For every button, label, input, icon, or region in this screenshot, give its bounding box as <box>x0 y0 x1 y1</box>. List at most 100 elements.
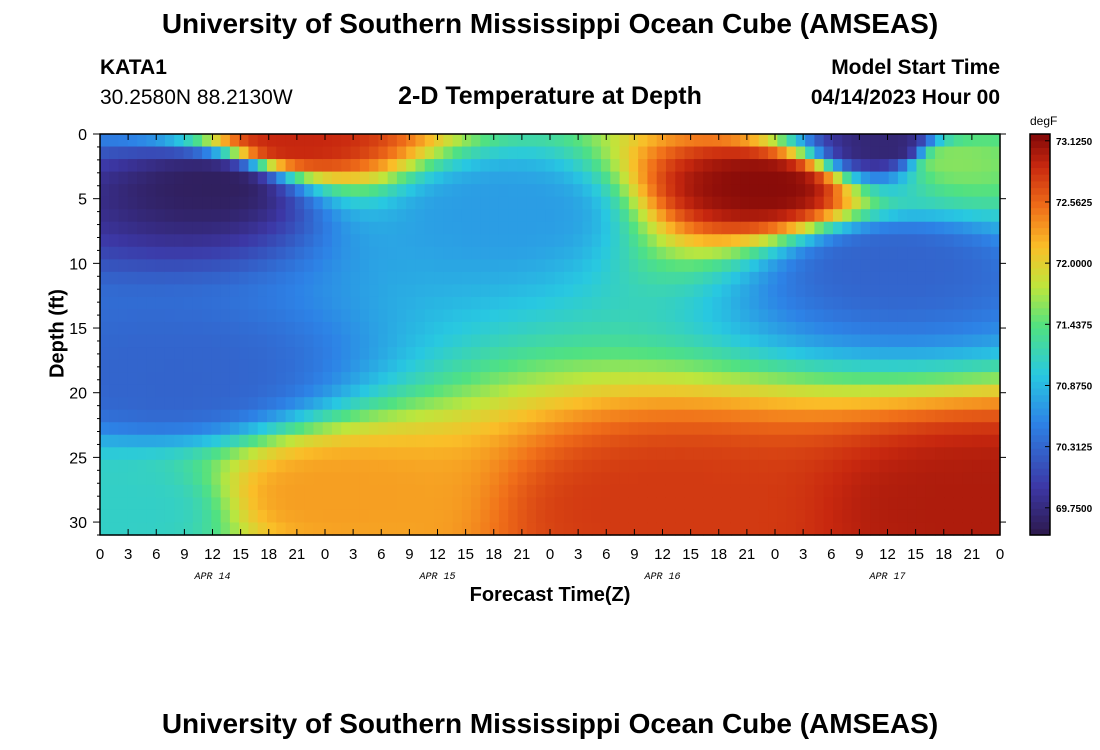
heatmap-cell <box>777 246 788 260</box>
heatmap-cell <box>341 384 352 398</box>
heatmap-cell <box>907 296 918 311</box>
heatmap-cell <box>749 422 760 436</box>
heatmap-cell <box>935 309 945 323</box>
heatmap-cell <box>489 296 500 311</box>
heatmap-cell <box>536 447 546 461</box>
heatmap-cell <box>294 397 305 411</box>
heatmap-cell <box>378 209 389 223</box>
heatmap-cell <box>972 472 983 486</box>
heatmap-cell <box>610 146 621 160</box>
heatmap-cell <box>369 484 379 499</box>
heatmap-cell <box>322 246 333 260</box>
heatmap-cell <box>888 422 899 436</box>
heatmap-cell <box>573 209 584 223</box>
heatmap-cell <box>378 434 389 448</box>
heatmap-cell <box>684 447 695 461</box>
heatmap-cell <box>396 472 407 486</box>
heatmap-cell <box>897 484 908 499</box>
heatmap-cell <box>601 497 611 511</box>
heatmap-cell <box>675 184 686 198</box>
heatmap-cell <box>730 246 741 260</box>
heatmap-cell <box>498 234 509 248</box>
heatmap-cell <box>693 146 704 160</box>
x-tick-label: 18 <box>485 546 502 563</box>
heatmap-cell <box>638 347 649 361</box>
heatmap-cell <box>257 159 268 173</box>
heatmap-cell <box>164 196 175 210</box>
heatmap-cell <box>972 134 983 148</box>
heatmap-cell <box>591 497 602 511</box>
heatmap-cell <box>257 409 268 423</box>
heatmap-cell <box>155 459 166 473</box>
heatmap-cell <box>452 484 463 499</box>
heatmap-cell <box>563 221 574 235</box>
heatmap-cell <box>424 409 435 423</box>
heatmap-cell <box>313 159 324 173</box>
heatmap-cell <box>619 321 630 336</box>
heatmap-cell <box>489 434 500 448</box>
heatmap-cell <box>628 271 639 285</box>
heatmap-cell <box>536 359 546 373</box>
heatmap-cell <box>406 271 417 285</box>
heatmap-cell <box>591 397 602 411</box>
heatmap-cell <box>925 259 936 273</box>
heatmap-cell <box>276 459 287 473</box>
heatmap-cell <box>786 134 797 148</box>
heatmap-cell <box>443 271 454 285</box>
heatmap-cell <box>823 159 834 173</box>
heatmap-cell <box>100 284 110 298</box>
heatmap-cell <box>981 209 992 223</box>
heatmap-cell <box>712 447 723 461</box>
heatmap-cell <box>248 484 259 499</box>
heatmap-cell <box>647 359 658 373</box>
heatmap-cell <box>536 309 546 323</box>
heatmap-cell <box>907 484 918 499</box>
heatmap-cell <box>341 171 352 185</box>
heatmap-cell <box>730 146 741 160</box>
heatmap-cell <box>359 221 370 235</box>
heatmap-cell <box>229 434 240 448</box>
heatmap-cell <box>480 509 491 524</box>
heatmap-cell <box>267 447 277 461</box>
heatmap-cell <box>786 271 797 285</box>
colorbar-segment <box>1030 414 1050 422</box>
heatmap-cell <box>916 459 927 473</box>
heatmap-cell <box>118 359 129 373</box>
heatmap-cell <box>378 372 389 386</box>
heatmap-cell <box>109 347 120 361</box>
heatmap-cell <box>267 209 277 223</box>
heatmap-cell <box>935 196 945 210</box>
heatmap-cell <box>823 134 834 148</box>
heatmap-cell <box>471 159 482 173</box>
heatmap-cell <box>424 397 435 411</box>
heatmap-cell <box>795 372 806 386</box>
heatmap-cell <box>267 134 277 148</box>
heatmap-cell <box>591 509 602 524</box>
heatmap-cell <box>665 484 676 499</box>
heatmap-cell <box>220 234 231 248</box>
heatmap-cell <box>805 159 816 173</box>
heatmap-cell <box>378 309 389 323</box>
heatmap-cell <box>109 434 120 448</box>
heatmap-cell <box>526 484 537 499</box>
heatmap-cell <box>498 372 509 386</box>
heatmap-cell <box>944 334 955 348</box>
heatmap-cell <box>109 246 120 260</box>
heatmap-cell <box>805 284 816 298</box>
heatmap-cell <box>582 359 593 373</box>
heatmap-cell <box>331 472 342 486</box>
heatmap-cell <box>257 334 268 348</box>
heatmap-cell <box>378 159 389 173</box>
heatmap-cell <box>211 484 222 499</box>
heatmap-cell <box>322 359 333 373</box>
heatmap-cell <box>768 309 778 323</box>
heatmap-cell <box>471 472 482 486</box>
heatmap-cell <box>424 459 435 473</box>
heatmap-cell <box>740 409 751 423</box>
heatmap-cell <box>331 459 342 473</box>
heatmap-cell <box>972 296 983 311</box>
heatmap-cell <box>294 522 305 536</box>
heatmap-cell <box>211 397 222 411</box>
heatmap-cell <box>953 146 964 160</box>
heatmap-cell <box>554 321 565 336</box>
